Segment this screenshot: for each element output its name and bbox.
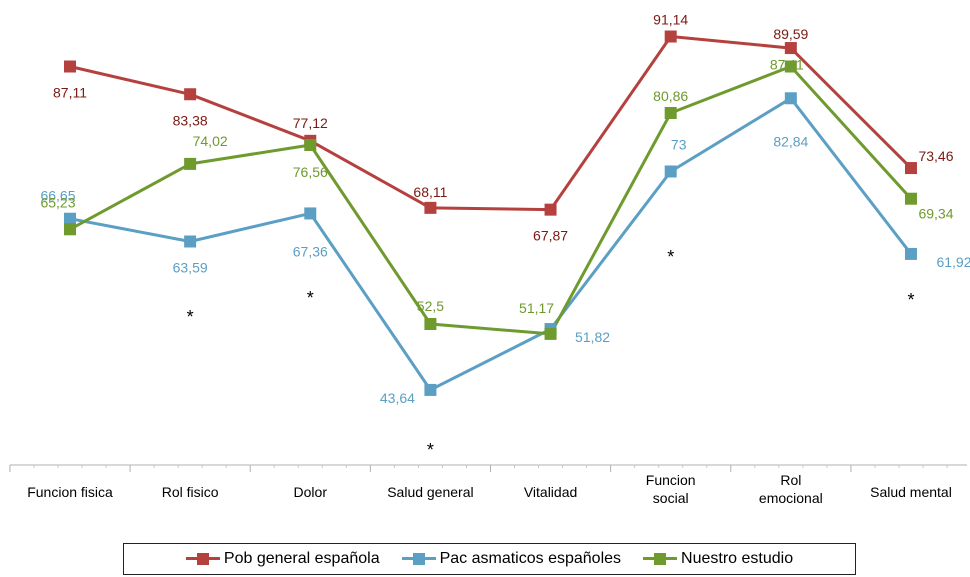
significance-asterisk: * [307,288,314,308]
significance-asterisk: * [187,307,194,327]
x-axis [9,464,967,472]
legend-label-2: Nuestro estudio [681,550,794,567]
series-1-point [304,207,317,220]
series-0-point [184,88,197,101]
series-1-point [664,165,677,178]
series-line-1 [69,96,913,392]
legend-label-1: Pac asmaticos españoles [439,550,622,567]
series-2-point [424,318,437,330]
series-0-point [64,60,76,73]
legend-item-1: Pac asmaticos españoles [401,550,622,568]
series-1-point [904,247,917,260]
category-label: Rol emocional [759,472,823,506]
data-label: 68,11 [413,184,447,200]
category-label: Vitalidad [524,484,577,500]
data-label: 87,11 [53,85,87,101]
series-1-point [64,212,76,225]
series-2-point [304,138,317,151]
data-label: 63,59 [173,259,208,275]
series-1-point [184,235,197,248]
legend-swatch-2 [643,553,678,565]
data-label: 66,65 [40,188,75,204]
data-label: 80,86 [653,88,688,104]
category-label: Funcion fisica [27,484,113,500]
series-0-point [664,30,677,43]
legend: Pob general española Pac asmaticos españ… [123,543,856,575]
data-label: 61,92 [936,254,970,270]
significance-marks: * * * * * [187,247,915,460]
data-label: 77,12 [293,115,328,131]
category-label: Dolor [294,484,328,500]
data-label: 67,36 [293,243,328,259]
series-2-point [664,107,677,120]
data-label: 74,02 [193,133,228,149]
data-label: 73 [671,136,687,152]
significance-asterisk: * [427,440,434,460]
significance-asterisk: * [667,247,674,267]
data-label: 65,23 [40,194,75,210]
series-line-0 [69,35,913,212]
legend-item-2: Nuestro estudio [643,550,793,568]
data-label: 51,17 [519,300,554,316]
legend-swatch-0 [185,553,220,565]
series-0-point [544,203,557,216]
series-2-point [904,192,917,205]
category-label: Salud general [387,484,473,500]
significance-asterisk: * [907,290,914,310]
data-label: 73,46 [918,148,953,164]
data-label: 83,38 [173,112,208,128]
series-line-2 [69,65,913,336]
data-label: 82,84 [773,133,808,149]
series-layer [64,30,917,396]
data-label: 91,14 [653,12,688,28]
legend-swatch-1 [401,553,436,565]
legend-item-0: Pob general española [185,550,380,568]
series-0-point [904,162,917,175]
series-2-point [544,327,557,340]
data-label: 52,5 [417,298,444,314]
category-labels: Funcion fisica Rol fisico Dolor Salud gener… [27,472,952,506]
series-2-point [64,223,76,236]
data-label: 69,34 [918,206,953,222]
category-label: Funcion social [646,472,696,506]
series-2-point [184,157,197,170]
data-label: 43,64 [380,390,415,406]
data-label: 51,82 [575,329,610,345]
series-0-point [784,42,797,55]
legend-label-0: Pob general española [223,550,380,567]
category-label: Salud mental [870,484,952,500]
series-1-point [784,92,797,105]
series-0-point [424,201,437,214]
series-2-point [784,60,797,73]
line-chart: 87,11 83,38 77,12 68,11 67,87 91,14 89,59 73,46… [9,12,970,506]
data-label: 87,11 [770,57,804,73]
data-label: 67,87 [533,228,568,244]
data-label: 76,56 [293,164,328,180]
data-labels: 87,11 83,38 77,12 68,11 67,87 91,14 89,59 73,46… [40,12,970,406]
series-1-point [424,383,437,396]
data-label: 89,59 [773,26,808,42]
category-label: Rol fisico [162,484,219,500]
